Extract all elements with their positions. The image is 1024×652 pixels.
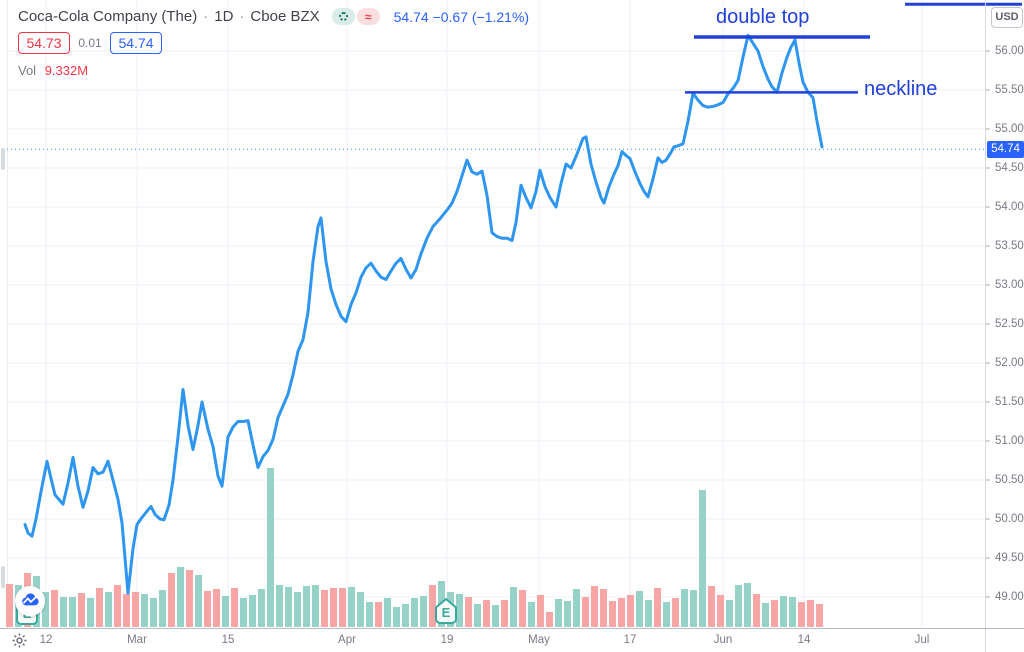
time-axis-label: Mar [127, 634, 147, 646]
price-axis-label: 54.00 [995, 201, 1024, 213]
left-toolbar-strip[interactable] [0, 0, 8, 628]
bid-ask-row: 54.73 0.01 54.74 [18, 32, 529, 54]
delayed-data-icon[interactable]: ≈ [356, 8, 380, 25]
time-axis-label: 19 [440, 634, 454, 646]
price-axis-label: 54.50 [995, 162, 1024, 174]
price-line[interactable] [23, 33, 824, 595]
price-axis-label: 56.00 [995, 45, 1024, 57]
gear-icon [12, 633, 27, 648]
last-price-tag: 54.74 [987, 140, 1024, 158]
legend: Coca-Cola Company (The) · 1D · Cboe BZX … [18, 8, 529, 78]
last-price: 54.74 [393, 8, 429, 25]
price-axis-label: 52.00 [995, 357, 1024, 369]
volume-row: Vol 9.332M [18, 63, 529, 78]
time-axis-label: Jun [713, 634, 733, 646]
time-axis-label: 14 [797, 634, 811, 646]
last-price-and-change: 54.74 −0.67 (−1.21%) [394, 9, 529, 25]
time-axis-label: 12 [39, 634, 53, 646]
price-change: −0.67 (−1.21%) [432, 8, 530, 25]
time-axis[interactable]: 12 Mar 15 Apr 19 May 17 Jun 14 Jul [0, 628, 1024, 652]
price-axis-label: 51.50 [995, 396, 1024, 408]
earnings-shield-icon [435, 597, 457, 624]
price-axis-label: 50.00 [995, 513, 1024, 525]
price-axis-label: 51.00 [995, 435, 1024, 447]
earnings-letter: E [442, 605, 451, 620]
price-axis-label: 52.50 [995, 318, 1024, 330]
toolbar-handle[interactable] [1, 148, 5, 170]
time-axis-label: Jul [914, 634, 930, 646]
bid-button[interactable]: 54.73 [18, 32, 70, 54]
axis-corner-divider [985, 629, 986, 652]
price-axis[interactable]: USD 54.74 56.00 55.50 55.00 54.50 54.00 53.50… [985, 0, 1024, 628]
interval[interactable]: 1D [214, 8, 234, 25]
market-status-pills: ≈ [331, 8, 380, 25]
symbol-name[interactable]: Coca-Cola Company (The) [18, 8, 198, 25]
approx-icon: ≈ [364, 9, 372, 24]
cloud-zigzag-icon [22, 593, 39, 606]
currency-toggle-button[interactable]: USD [991, 7, 1023, 28]
time-axis-label: May [528, 634, 550, 646]
price-axis-label: 53.00 [995, 279, 1024, 291]
volume-bars [6, 468, 823, 627]
volume-value: 9.332M [44, 63, 89, 78]
price-axis-label: 53.50 [995, 240, 1024, 252]
settings-gear-button[interactable] [11, 632, 28, 652]
separator: · [239, 8, 245, 25]
volume-label[interactable]: Vol [18, 63, 37, 78]
time-axis-label: 15 [221, 634, 235, 646]
symbol-title-row[interactable]: Coca-Cola Company (The) · 1D · Cboe BZX … [18, 8, 529, 25]
market-status-icon[interactable] [331, 8, 355, 25]
price-axis-label: 49.00 [995, 591, 1024, 603]
spread-value: 0.01 [78, 36, 102, 50]
exchange[interactable]: Cboe BZX [250, 8, 320, 25]
price-axis-label: 55.50 [995, 84, 1024, 96]
time-axis-label: 17 [623, 634, 637, 646]
status-circle-icon [338, 12, 348, 21]
double-top-annotation-text[interactable]: double top [716, 6, 810, 28]
price-axis-label: 49.50 [995, 552, 1024, 564]
neckline-annotation-text[interactable]: neckline [864, 78, 938, 100]
price-axis-label: 55.00 [995, 123, 1024, 135]
gridlines [7, 0, 985, 628]
ask-button[interactable]: 54.74 [110, 32, 162, 54]
tradingview-logo[interactable] [15, 586, 45, 616]
time-axis-label: Apr [338, 634, 356, 646]
earnings-badge[interactable]: E [435, 597, 457, 630]
price-axis-label: 50.50 [995, 474, 1024, 486]
axis-ticks [45, 50, 990, 632]
toolbar-handle[interactable] [1, 566, 5, 588]
separator: · [203, 8, 209, 25]
